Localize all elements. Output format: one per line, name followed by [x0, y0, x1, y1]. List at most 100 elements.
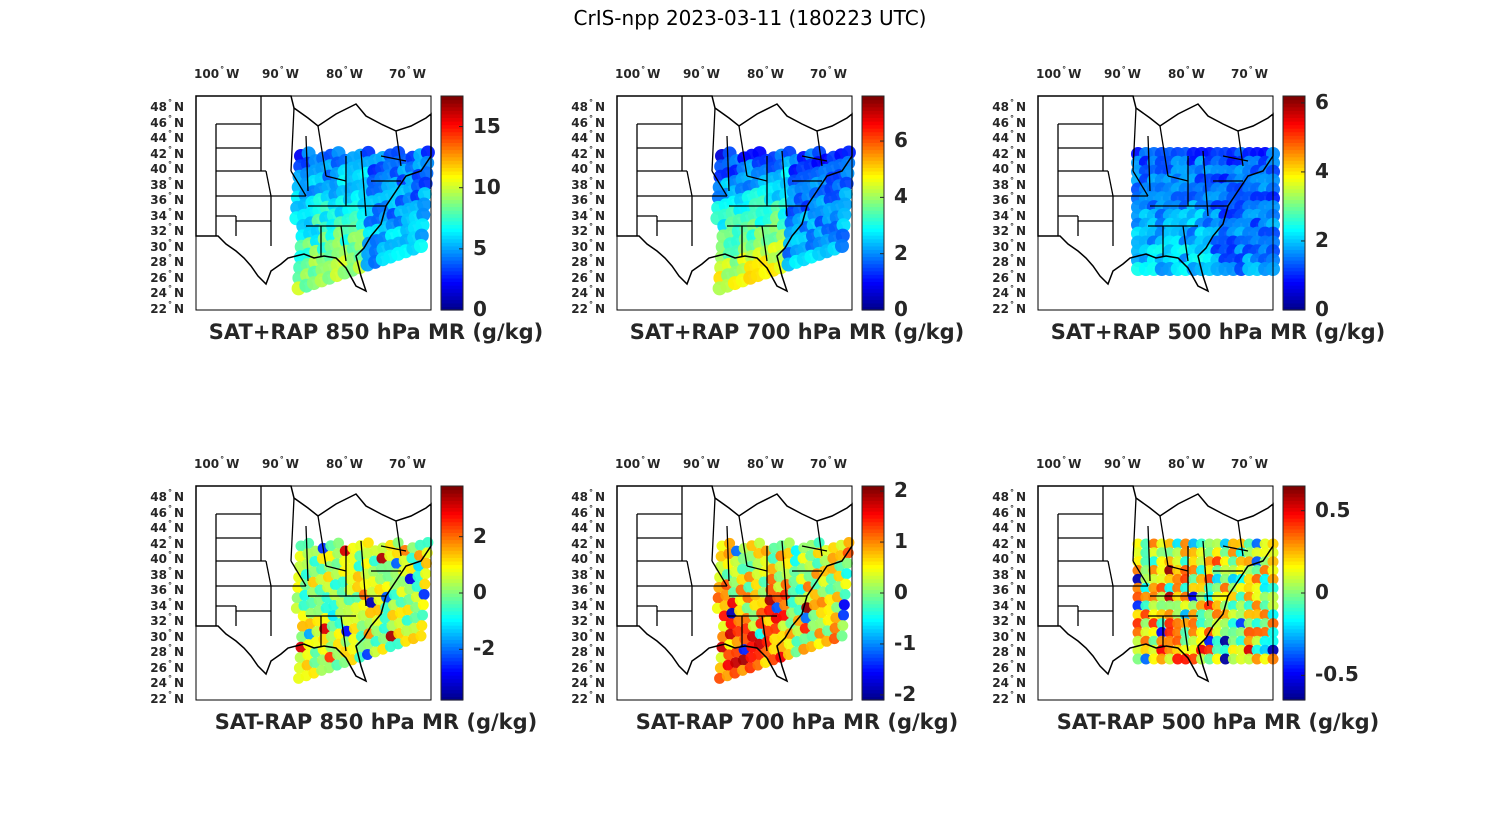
colorbar-segment	[1283, 238, 1305, 243]
colorbar-segment	[862, 500, 884, 505]
colorbar-segment	[441, 245, 463, 250]
colorbar-segment	[441, 514, 463, 519]
colorbar-segment	[862, 664, 884, 669]
swath-point	[1196, 538, 1207, 550]
colorbar-segment	[441, 181, 463, 186]
state-border	[726, 525, 730, 582]
swath-point	[1132, 600, 1144, 612]
state-border	[738, 515, 748, 567]
swath-point	[1132, 547, 1144, 559]
latitude-tick-label: 42° N	[992, 144, 1026, 161]
colorbar-segment	[862, 206, 884, 211]
colorbar-segment	[862, 224, 884, 229]
colorbar-segment	[862, 217, 884, 222]
colorbar-segment	[862, 156, 884, 161]
colorbar-segment	[441, 528, 463, 533]
swath-point	[1251, 547, 1263, 559]
swath-point	[1180, 618, 1192, 630]
latitude-tick-label: 42° N	[150, 534, 184, 551]
swath-point	[1243, 627, 1255, 638]
state-border	[686, 560, 693, 587]
swath-point	[1148, 582, 1160, 594]
swath-point	[1164, 653, 1176, 665]
colorbar-segment	[1283, 607, 1305, 612]
colorbar-segment	[1283, 685, 1305, 690]
swath-point	[1227, 573, 1239, 585]
state-border	[1182, 225, 1189, 262]
colorbar-tick-label: -2	[894, 681, 917, 706]
colorbar-segment	[862, 682, 884, 687]
colorbar-segment	[1283, 678, 1305, 683]
swath-point	[1172, 547, 1184, 559]
figure-title: CrIS-npp 2023-03-11 (180223 UTC)	[573, 6, 927, 30]
state-border	[711, 107, 716, 172]
swath-point	[1251, 644, 1263, 656]
colorbar-segment	[862, 292, 884, 297]
colorbar-segment	[1283, 550, 1305, 555]
colorbar-segment	[1283, 621, 1305, 626]
colorbar-segment	[862, 596, 884, 601]
colorbar-segment	[441, 610, 463, 615]
latitude-tick-label: 46° N	[150, 113, 184, 130]
longitude-tick-label: 70° W	[389, 65, 426, 81]
colorbar-segment	[1283, 295, 1305, 300]
swath-point	[1172, 591, 1184, 603]
colorbar-segment	[862, 685, 884, 690]
longitude-tick-label: 90° W	[683, 455, 720, 471]
colorbar-segment	[1283, 568, 1305, 573]
colorbar-segment	[862, 518, 884, 523]
colorbar-segment	[441, 252, 463, 258]
latitude-tick-label: 46° N	[992, 113, 1026, 130]
swath-point	[1172, 609, 1184, 621]
colorbar-segment	[441, 206, 463, 211]
colorbar-segment	[1283, 149, 1305, 154]
colorbar-segment	[862, 607, 884, 612]
colorbar-segment	[862, 543, 884, 548]
swath-point	[1219, 582, 1231, 594]
colorbar-segment	[862, 642, 884, 648]
swath-point	[838, 197, 853, 212]
state-border	[325, 565, 347, 572]
colorbar-segment	[862, 256, 884, 261]
latitude-tick-label: 24° N	[571, 284, 605, 300]
state-border	[1107, 170, 1114, 197]
colorbar-segment	[441, 571, 463, 576]
state-border	[1202, 150, 1209, 217]
swath-point	[1180, 653, 1192, 665]
swath-point	[835, 239, 849, 253]
swath-point	[1204, 538, 1215, 550]
state-border	[711, 497, 716, 562]
swath-point	[1132, 618, 1144, 630]
latitude-tick-label: 32° N	[571, 222, 605, 238]
colorbar-segment	[1283, 564, 1305, 569]
swath-point	[1259, 538, 1271, 550]
swath-point	[333, 537, 344, 549]
colorbar-segment	[441, 507, 463, 512]
latitude-tick-label: 28° N	[992, 253, 1026, 269]
colorbar-segment	[1283, 131, 1305, 136]
colorbar-segment	[441, 657, 463, 662]
coastline	[1037, 485, 1274, 683]
longitude-tick-label: 100° W	[615, 455, 661, 471]
longitude-tick-label: 70° W	[810, 65, 847, 81]
colorbar-segment	[1283, 578, 1305, 583]
latitude-tick-label: 46° N	[571, 113, 605, 130]
state-border	[746, 175, 768, 182]
swath-point	[1219, 547, 1231, 559]
latitude-tick-label: 38° N	[571, 175, 605, 192]
latitude-tick-label: 36° N	[571, 191, 605, 207]
state-border	[686, 170, 693, 197]
longitude-tick-label: 80° W	[326, 455, 363, 471]
swath-point	[1140, 591, 1152, 603]
colorbar-segment	[441, 285, 463, 290]
swath-point	[1172, 618, 1184, 630]
swath-point	[1251, 635, 1263, 647]
colorbar-segment	[441, 575, 463, 580]
latitude-tick-label: 38° N	[992, 175, 1026, 192]
swath-point	[1164, 573, 1176, 585]
colorbar-segment	[862, 696, 884, 701]
longitude-tick-label: 80° W	[326, 65, 363, 81]
colorbar-segment	[1283, 664, 1305, 669]
swath-point	[836, 218, 851, 233]
colorbar-segment	[441, 138, 463, 143]
